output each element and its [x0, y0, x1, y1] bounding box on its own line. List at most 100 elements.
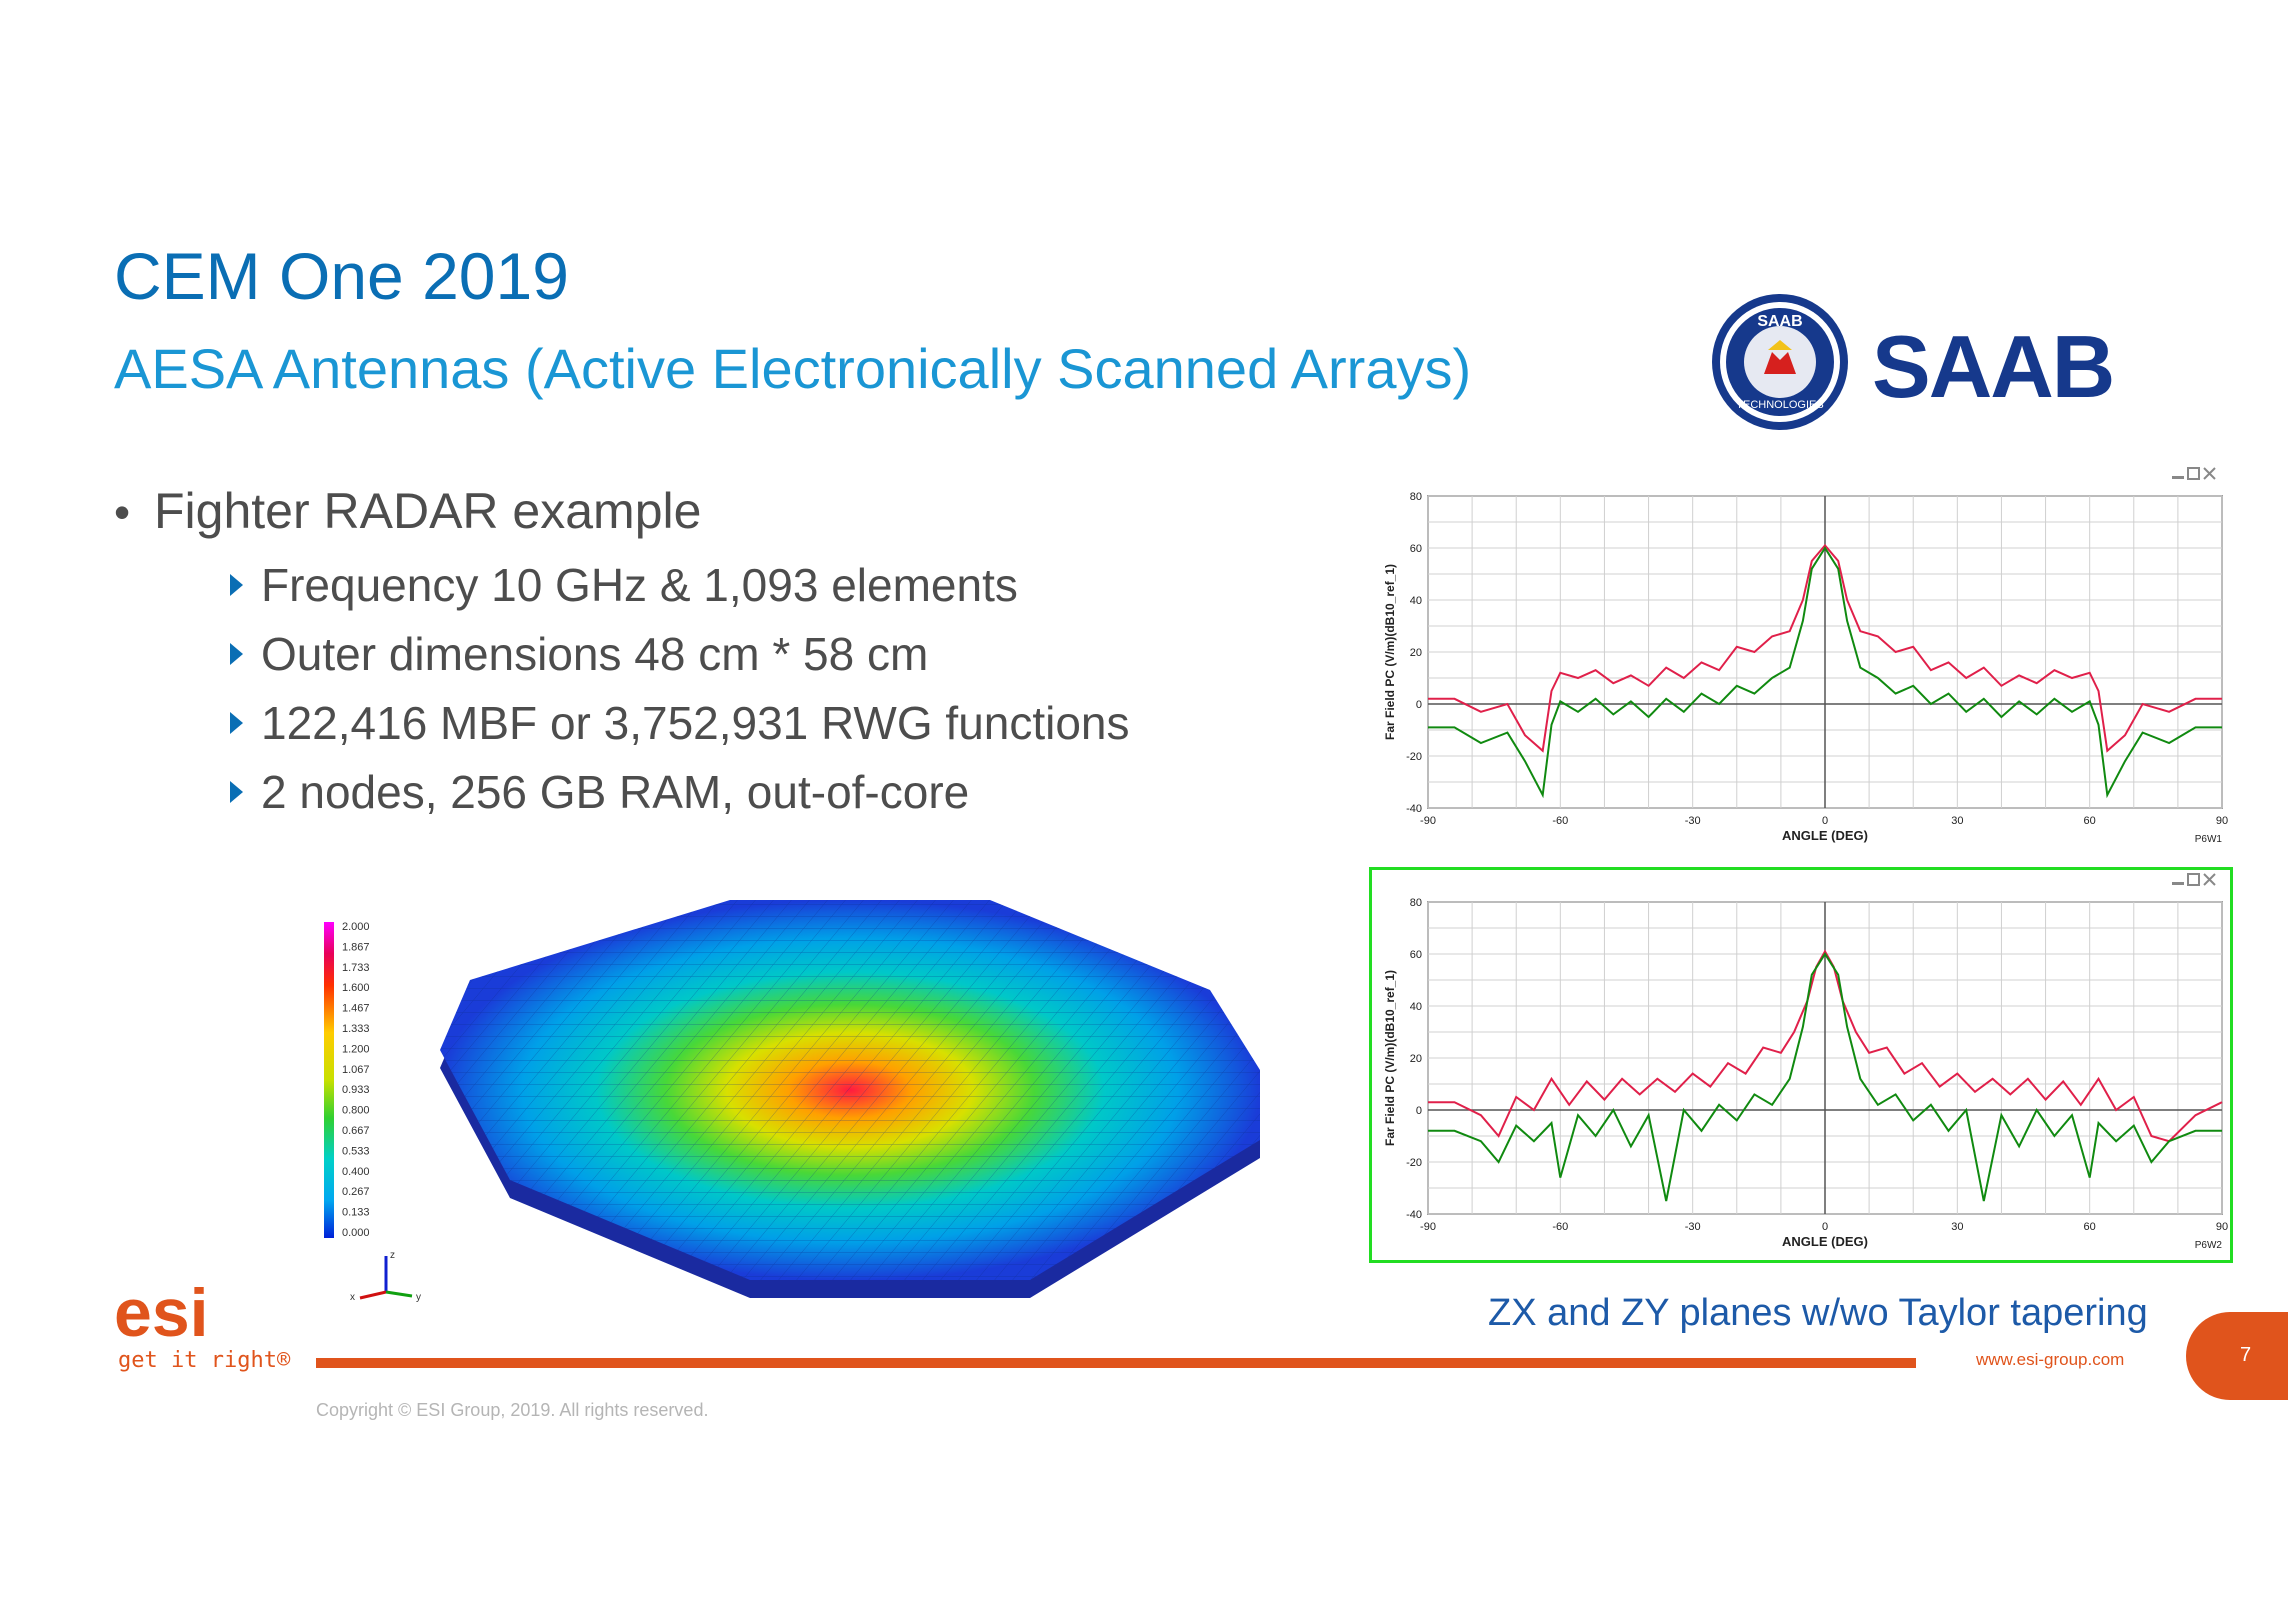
window-controls — [2172, 467, 2216, 480]
saab-badge-top: SAAB — [1757, 313, 1802, 330]
axis-letter-x: x — [350, 1292, 355, 1303]
legend-tick-label: 0.267 — [342, 1186, 370, 1198]
saab-badge-bottom: TECHNOLOGIES — [1736, 399, 1823, 411]
series-line — [1428, 546, 2222, 799]
y-tick-label: 60 — [1410, 543, 1422, 555]
x-axis-label: ANGLE (DEG) — [1782, 1234, 1868, 1249]
legend-tick-label: 2.000 — [342, 921, 370, 933]
axis-letter-y: y — [416, 1292, 421, 1303]
x-tick-label: 60 — [2084, 815, 2096, 827]
tagline: get it right® — [118, 1348, 291, 1373]
y-tick-label: 80 — [1410, 491, 1422, 503]
close-icon[interactable] — [2203, 467, 2216, 480]
x-axis-label: ANGLE (DEG) — [1782, 828, 1868, 843]
x-tick-label: 0 — [1822, 815, 1828, 827]
legend-tick-label: 0.933 — [342, 1084, 370, 1096]
x-tick-label: 0 — [1822, 1221, 1828, 1233]
x-tick-label: -60 — [1552, 815, 1568, 827]
y-tick-label: -40 — [1406, 1209, 1422, 1221]
bullet-main: • Fighter RADAR example — [114, 482, 701, 540]
plot-panel-p6w2: -90 -60 -30 0 30 60 90 -40 -20 0 20 40 60 80 ANGLE (DE… — [1369, 867, 2233, 1263]
y-tick-label: 0 — [1416, 1105, 1422, 1117]
sub-bullet-text: 2 nodes, 256 GB RAM, out-of-core — [261, 766, 970, 818]
esi-logo: esi — [114, 1275, 274, 1382]
y-tick-label: -40 — [1406, 803, 1422, 815]
legend-tick-label: 0.400 — [342, 1166, 370, 1178]
legend-tick-label: 1.467 — [342, 1003, 370, 1015]
x-tick-label: 90 — [2216, 1221, 2228, 1233]
y-tick-label: 60 — [1410, 949, 1422, 961]
minimize-icon[interactable] — [2172, 476, 2184, 479]
saab-wordmark: SAAB — [1872, 317, 2115, 416]
color-scale-bar — [324, 922, 334, 1238]
plot-name-label: P6W2 — [2195, 1240, 2223, 1251]
antenna-mesh-image — [430, 880, 1290, 1300]
saab-logo: SAAB TECHNOLOGIES — [1710, 292, 2160, 432]
y-tick-label: 20 — [1410, 1053, 1422, 1065]
series-line — [1428, 543, 2222, 753]
x-tick-label: 30 — [1951, 1221, 1963, 1233]
sub-bullet-text: 122,416 MBF or 3,752,931 RWG functions — [261, 697, 1130, 749]
y-axis-label: Far Field PC (V/m)(dB10_ref_1) — [1383, 970, 1397, 1146]
triangle-bullet-icon — [230, 573, 243, 596]
bullet-dot-icon: • — [114, 486, 131, 538]
copyright-notice: Copyright © ESI Group, 2019. All rights … — [316, 1400, 709, 1420]
minimize-icon[interactable] — [2172, 882, 2184, 885]
y-tick-label: 40 — [1410, 1001, 1422, 1013]
legend-tick-label: 0.667 — [342, 1125, 370, 1137]
maximize-icon[interactable] — [2187, 467, 2200, 480]
sub-bullet: 2 nodes, 256 GB RAM, out-of-core — [230, 765, 969, 819]
esi-logo-text: esi — [114, 1282, 209, 1346]
series-line — [1428, 949, 2223, 1143]
legend-tick-label: 0.800 — [342, 1105, 370, 1117]
plot-panel-p6w1: -90 -60 -30 0 30 60 90 -40 -20 0 20 40 60 80 ANGLE (DE… — [1372, 464, 2230, 854]
close-icon[interactable] — [2203, 873, 2216, 886]
legend-tick-label: 1.733 — [342, 962, 370, 974]
radiation-plot-p6w2: -90 -60 -30 0 30 60 90 -40 -20 0 20 40 60 80 ANGLE (DE… — [1383, 873, 2228, 1251]
triangle-bullet-icon — [230, 780, 243, 803]
axis-triad-icon: z x y — [346, 1248, 426, 1308]
plot-caption: ZX and ZY planes w/wo Taylor tapering — [1488, 1292, 2148, 1334]
plot-name-label: P6W1 — [2195, 834, 2223, 845]
triangle-bullet-icon — [230, 642, 243, 665]
legend-tick-label: 1.200 — [342, 1043, 370, 1055]
footer-url[interactable]: www.esi-group.com — [1976, 1350, 2125, 1369]
color-scale-legend: 2.000 1.867 1.733 1.600 1.467 1.333 1.200 1.067… — [320, 914, 440, 1244]
legend-tick-label: 1.333 — [342, 1023, 370, 1035]
x-tick-label: -60 — [1552, 1221, 1568, 1233]
y-tick-label: 20 — [1410, 647, 1422, 659]
x-tick-label: 30 — [1951, 815, 1963, 827]
sub-bullet-text: Frequency 10 GHz & 1,093 elements — [261, 559, 1018, 611]
legend-tick-label: 0.133 — [342, 1207, 370, 1219]
legend-tick-label: 1.600 — [342, 982, 370, 994]
series-line — [1428, 952, 2222, 1202]
sub-bullet-text: Outer dimensions 48 cm * 58 cm — [261, 628, 929, 680]
y-tick-label: 40 — [1410, 595, 1422, 607]
sub-bullet: 122,416 MBF or 3,752,931 RWG functions — [230, 696, 1130, 750]
y-tick-label: 80 — [1410, 897, 1422, 909]
maximize-icon[interactable] — [2187, 873, 2200, 886]
window-controls — [2172, 873, 2216, 886]
bullet-main-text: Fighter RADAR example — [154, 483, 702, 539]
slide-title: CEM One 2019 — [114, 239, 569, 313]
radiation-plot-p6w1: -90 -60 -30 0 30 60 90 -40 -20 0 20 40 60 80 ANGLE (DE… — [1383, 467, 2228, 845]
legend-tick-label: 0.533 — [342, 1145, 370, 1157]
page-number-badge — [2186, 1312, 2288, 1400]
slide-subtitle: AESA Antennas (Active Electronically Sca… — [114, 337, 1472, 400]
footer-divider — [316, 1358, 1916, 1368]
legend-tick-label: 1.067 — [342, 1064, 370, 1076]
legend-tick-label: 0.000 — [342, 1227, 370, 1239]
page-number: 7 — [2240, 1344, 2252, 1366]
axis-letter-z: z — [390, 1250, 395, 1261]
x-tick-label: -90 — [1420, 1221, 1436, 1233]
legend-tick-label: 1.867 — [342, 941, 370, 953]
x-tick-label: -30 — [1685, 815, 1701, 827]
triangle-bullet-icon — [230, 711, 243, 734]
y-tick-label: -20 — [1406, 751, 1422, 763]
x-tick-label: -90 — [1420, 815, 1436, 827]
sub-bullet: Frequency 10 GHz & 1,093 elements — [230, 558, 1018, 612]
y-tick-label: -20 — [1406, 1157, 1422, 1169]
x-tick-label: 90 — [2216, 815, 2228, 827]
sub-bullet: Outer dimensions 48 cm * 58 cm — [230, 627, 928, 681]
y-tick-label: 0 — [1416, 699, 1422, 711]
